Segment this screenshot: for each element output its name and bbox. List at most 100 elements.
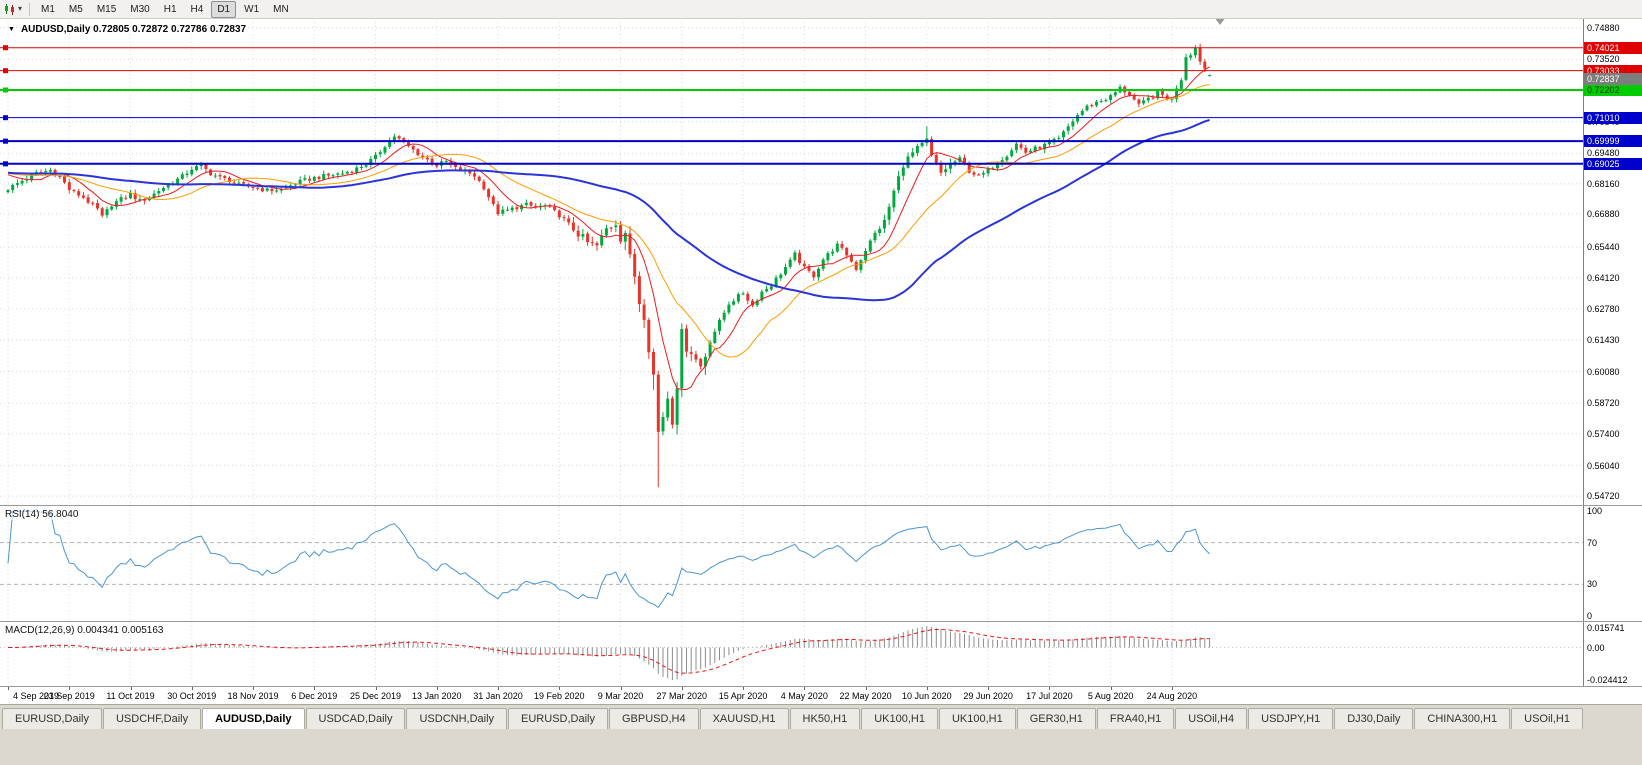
price-axis-label: 0.61430 (1587, 335, 1620, 346)
date-axis-label: 23 Sep 2019 (43, 691, 95, 701)
time-axis-tick (559, 687, 561, 690)
time-axis-tick (436, 687, 438, 690)
time-axis-tick (620, 687, 622, 690)
time-axis-tick (988, 687, 990, 690)
chart-shift-marker (1215, 19, 1225, 25)
tab-dj30-daily[interactable]: DJ30,Daily (1334, 708, 1414, 729)
date-axis-label: 10 Jun 2020 (902, 691, 952, 701)
timeframe-button-d1[interactable]: D1 (211, 0, 237, 18)
timeframe-button-m15[interactable]: M15 (96, 3, 117, 15)
moving-average-55 (7, 118, 1210, 302)
time-axis-tick (8, 687, 9, 690)
tab-audusd-daily[interactable]: AUDUSD,Daily (202, 708, 305, 729)
time-axis-tick (804, 687, 806, 690)
chart-tab-bar: EURUSD,Daily USDCHF,Daily AUDUSD,Daily USDC… (0, 704, 1642, 765)
time-axis-tick (498, 687, 500, 690)
tab-uk100-h1[interactable]: UK100,H1 (861, 708, 938, 729)
date-axis-label: 27 Mar 2020 (656, 691, 708, 701)
chart-window: ▼ AUDUSD,Daily 0.72805 0.72872 0.72786 0… (0, 18, 1642, 704)
time-axis-tick (865, 687, 867, 690)
tab-china300-h1[interactable]: CHINA300,H1 (1414, 708, 1511, 729)
price-axis-label: 0.66880 (1587, 208, 1620, 219)
rsi-line (7, 510, 1210, 608)
tab-ger30-h1[interactable]: GER30,H1 (1016, 708, 1096, 729)
moving-average-20 (7, 84, 1210, 358)
timeframe-button-w1[interactable]: W1 (244, 3, 260, 15)
price-line-label: 0.74021 (1584, 41, 1642, 54)
price-line-label: 0.72202 (1584, 83, 1642, 96)
timeframe-button-m5[interactable]: M5 (68, 3, 83, 15)
tab-usdcad-daily[interactable]: USDCAD,Daily (305, 708, 406, 729)
bid-price-label: 0.72837 (1584, 73, 1642, 86)
tab-xauusd-h1[interactable]: XAUUSD,H1 (699, 708, 789, 729)
macd-axis-label: -0.024412 (1587, 675, 1628, 685)
price-axis-label: 0.60080 (1587, 366, 1620, 377)
price-axis-label: 0.65440 (1587, 242, 1620, 253)
tab-usdjpy-h1[interactable]: USDJPY,H1 (1248, 708, 1334, 729)
tab-hk50-h1[interactable]: HK50,H1 (789, 708, 861, 729)
date-axis-label: 6 Dec 2019 (291, 691, 338, 701)
rsi-axis-label: 30 (1587, 579, 1598, 590)
time-axis-tick (926, 687, 928, 690)
time-axis-tick (1171, 687, 1173, 690)
tab-fra40-h1[interactable]: FRA40,H1 (1096, 708, 1175, 729)
main-price-chart[interactable] (0, 18, 1583, 505)
panel-separator[interactable] (0, 505, 1642, 506)
date-axis-label: 4 May 2020 (780, 691, 828, 701)
macd-indicator-panel[interactable] (0, 622, 1583, 686)
timeframe-button-mn[interactable]: MN (273, 3, 289, 15)
date-axis-label: 19 Feb 2020 (534, 691, 585, 701)
tab-eurusd-daily[interactable]: EURUSD,Daily (508, 708, 608, 729)
candles-group (6, 43, 1212, 488)
date-axis-label: 5 Aug 2020 (1087, 691, 1134, 701)
price-line-handle (3, 161, 8, 167)
time-axis-tick (1049, 687, 1051, 690)
timeframe-button-h4[interactable]: H4 (190, 3, 204, 15)
price-axis-label: 0.62780 (1587, 303, 1620, 314)
date-axis-label: 15 Apr 2020 (718, 691, 768, 701)
price-line-handle (3, 138, 8, 144)
timeframe-button-m1[interactable]: M1 (41, 3, 55, 15)
tab-uk100-h1[interactable]: UK100,H1 (938, 708, 1016, 729)
time-axis-tick (1110, 687, 1112, 690)
candlestick-chart-icon[interactable] (3, 3, 17, 16)
chart-type-dropdown-caret[interactable]: ▾ (18, 4, 23, 13)
time-axis-tick (314, 687, 316, 690)
timeframe-button-m30[interactable]: M30 (130, 3, 150, 15)
tab-eurusd-daily[interactable]: EURUSD,Daily (2, 708, 102, 729)
tab-usdchf-daily[interactable]: USDCHF,Daily (102, 708, 202, 729)
rsi-axis-label: 70 (1587, 537, 1598, 548)
date-axis-label: 17 Jul 2020 (1026, 691, 1073, 701)
date-axis-label: 25 Dec 2019 (350, 691, 402, 701)
price-line-handle (3, 115, 8, 121)
rsi-axis-label: 0 (1587, 610, 1593, 621)
date-axis-label: 22 May 2020 (839, 691, 892, 701)
date-axis-label: 4 Sep 2019 (12, 691, 60, 701)
price-axis-label: 0.56040 (1587, 460, 1620, 471)
rsi-indicator-panel[interactable] (0, 506, 1583, 621)
tab-gbpusd-h4[interactable]: GBPUSD,H4 (609, 708, 699, 729)
timeframe-button-h1[interactable]: H1 (163, 3, 177, 15)
date-axis-label: 29 Jun 2020 (963, 691, 1013, 701)
tab-usoil-h4[interactable]: USOil,H4 (1175, 708, 1248, 729)
macd-indicator-label: MACD(12,26,9) 0.004341 0.005163 (5, 625, 164, 636)
time-axis-tick (253, 687, 255, 690)
time-axis[interactable]: 4 Sep 2019 23 Sep 2019 11 Oct 2019 30 Oct 2… (0, 687, 1642, 704)
toolbar-separator (29, 2, 31, 16)
tab-usoil-h1[interactable]: USOil,H1 (1511, 708, 1583, 729)
time-axis-tick (69, 687, 71, 690)
date-axis-label: 30 Oct 2019 (167, 691, 217, 701)
price-axis-label: 0.73520 (1587, 54, 1620, 65)
toolbar: ▾ M1 M5 M15 M30 H1 H4 D1 W1 MN (0, 0, 1642, 19)
date-axis-label: 31 Jan 2020 (473, 691, 523, 701)
time-axis-tick (743, 687, 745, 690)
price-axis[interactable]: 0.748800.735200.721600.708400.694800.681… (1583, 18, 1642, 686)
panel-separator[interactable] (0, 686, 1642, 687)
expand-triangle-icon[interactable]: ▼ (8, 26, 15, 33)
time-axis-tick (130, 687, 132, 690)
tab-usdcnh-daily[interactable]: USDCNH,Daily (406, 708, 508, 729)
panel-separator[interactable] (0, 621, 1642, 622)
price-axis-label: 0.64120 (1587, 272, 1620, 283)
price-line-label: 0.71010 (1584, 111, 1642, 124)
timeframe-buttons: M1 M5 M15 M30 H1 H4 D1 W1 MN (34, 0, 296, 18)
